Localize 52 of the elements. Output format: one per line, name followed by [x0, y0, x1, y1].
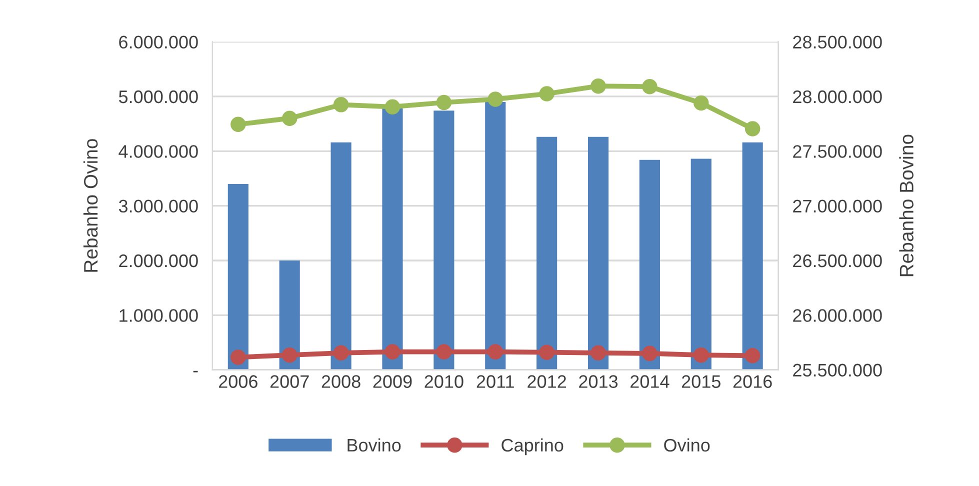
x-tick-label: 2015 [682, 375, 720, 388]
point [333, 345, 349, 361]
x-tick-label: 2013 [579, 375, 618, 388]
point [384, 99, 400, 114]
y-tick-label: 6.000.000 [119, 36, 198, 49]
x-tick-label: 2010 [424, 375, 464, 388]
point [230, 350, 246, 365]
x-tick-label: 2012 [528, 375, 566, 388]
x-tick-label: 2009 [373, 375, 412, 388]
point [488, 344, 504, 360]
point [333, 97, 349, 112]
point [694, 95, 709, 111]
y2-tick-label: 26.000.000 [793, 309, 882, 322]
point [539, 86, 554, 102]
y2-tick-label: 26.500.000 [793, 254, 882, 268]
legend-label: Caprino [502, 438, 564, 456]
point [488, 92, 504, 107]
y2-tick-label: 28.500.000 [793, 36, 882, 49]
y-tick-label: 2.000.000 [119, 254, 198, 268]
point [744, 121, 760, 136]
y2-tick-label: 25.500.000 [793, 364, 882, 377]
point [590, 78, 606, 94]
point [539, 344, 554, 360]
point [694, 347, 709, 363]
x-tick-label: 2008 [322, 375, 360, 388]
point [436, 344, 452, 360]
y-tick-label: - [193, 370, 198, 372]
y2-axis-title: Rebanho Bovino [899, 134, 914, 276]
point [642, 78, 658, 94]
x-tick-label: 2006 [218, 375, 258, 388]
y-tick-label: 3.000.000 [118, 200, 198, 213]
legend-label: Bovino [348, 438, 401, 452]
point [642, 346, 658, 362]
y2-tick-label: 27.500.000 [793, 145, 882, 158]
x-tick-label: 2011 [476, 375, 514, 388]
y2-tick-label: 27.000.000 [793, 200, 882, 213]
point [436, 94, 452, 110]
y-tick-label: 1.000.000 [120, 309, 198, 322]
point [590, 345, 606, 361]
y2-tick-label: 28.000.000 [793, 90, 882, 104]
x-tick-label: 2014 [630, 375, 670, 388]
point [282, 110, 298, 126]
x-tick-label: 2016 [733, 375, 772, 388]
x-tick-label: 2007 [270, 375, 309, 388]
y-axis-title: Rebanho Ovino [83, 139, 98, 272]
point [230, 116, 246, 132]
point [384, 344, 400, 360]
point [744, 348, 760, 364]
y-tick-label: 5.000.000 [118, 90, 198, 104]
legend-label: Ovino [664, 438, 710, 452]
point [282, 347, 298, 363]
y-tick-label: 4.000.000 [118, 145, 198, 158]
